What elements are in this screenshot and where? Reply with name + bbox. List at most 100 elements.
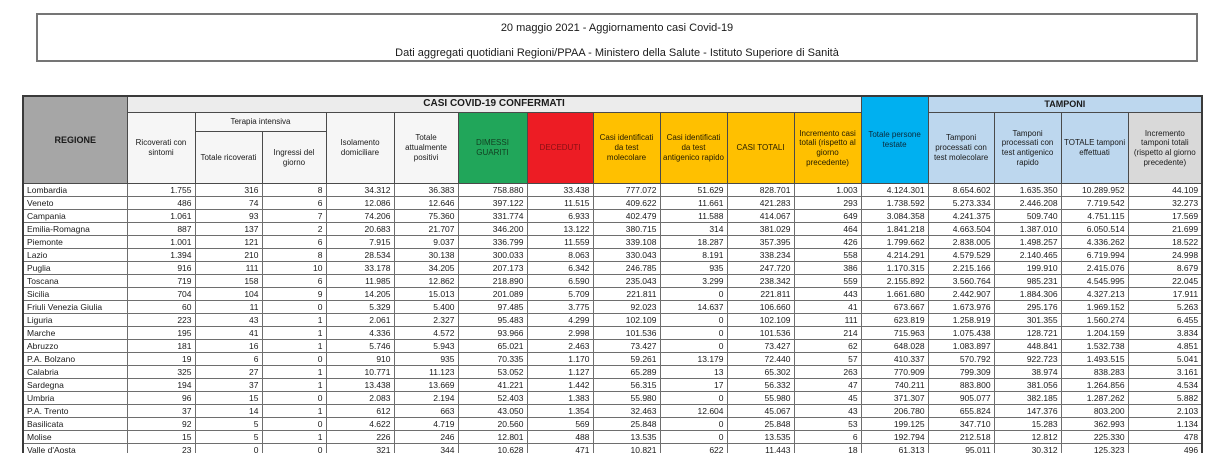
value-cell: 75.360 [393,209,459,223]
value-cell: 4.336.262 [1060,235,1129,249]
value-cell: 2.446.208 [993,196,1062,210]
value-cell: 2.083 [325,391,395,405]
value-cell: 448.841 [993,339,1062,353]
value-cell: 1.170 [526,352,594,366]
value-cell: 16 [194,339,263,353]
value-cell: 201.089 [457,287,528,301]
value-cell: 1.387.010 [993,222,1062,236]
table-row: Liguria 223 43 1 2.061 2.327 95.483 4.299 102.10… [22,313,1203,327]
value-cell: 92.023 [592,300,661,314]
value-cell: 93.966 [457,326,528,340]
value-cell: 199.910 [993,261,1062,275]
value-cell: 4.214.291 [860,248,929,262]
value-cell: 719 [126,274,196,288]
value-cell: 212.518 [927,430,995,444]
value-cell: 6 [261,274,327,288]
value-cell: 1.969.152 [1060,300,1129,314]
value-cell: 93 [194,209,263,223]
table-row: Lombardia 1.755 316 8 34.312 36.383 758.880 33.… [22,183,1203,197]
value-cell: 22.045 [1127,274,1203,288]
value-cell: 935 [659,261,728,275]
value-cell: 12.086 [325,196,395,210]
value-cell: 478 [1127,430,1203,444]
value-cell: 905.077 [927,391,995,405]
group-header-casi-confermati: CASI COVID-19 CONFERMATI [126,95,862,113]
value-cell: 1.673.976 [927,300,995,314]
table-row: Valle d'Aosta 23 0 0 321 344 10.628 471 10.821 62… [22,443,1203,453]
col-header-isolamento: Isolamento domiciliare [325,112,395,184]
value-cell: 1.061 [126,209,196,223]
value-cell: 65.289 [592,365,661,379]
table-row: Umbria 96 15 0 2.083 2.194 52.403 1.383 55.980 0 5… [22,391,1203,405]
value-cell: 1 [261,326,327,340]
value-cell: 443 [793,287,862,301]
region-name-cell: P.A. Bolzano [22,352,128,366]
table-row: Abruzzo 181 16 1 5.746 5.943 65.021 2.463 73.427… [22,339,1203,353]
table-row: Emilia-Romagna 887 137 2 20.683 21.707 346.200… [22,222,1203,236]
value-cell: 1.755 [126,183,196,197]
region-name-cell: Puglia [22,261,128,275]
value-cell: 95.011 [927,443,995,453]
value-cell: 3.560.764 [927,274,995,288]
value-cell: 414.067 [726,209,795,223]
value-cell: 2.838.005 [927,235,995,249]
value-cell: 56.332 [726,378,795,392]
value-cell: 37 [194,378,263,392]
value-cell: 10 [261,261,327,275]
col-header-tamponi-antigenico: Tamponi processati con test antigenico r… [993,112,1062,184]
value-cell: 5.329 [325,300,395,314]
value-cell: 37 [126,404,196,418]
value-cell: 4.545.995 [1060,274,1129,288]
value-cell: 922.723 [993,352,1062,366]
value-cell: 11.985 [325,274,395,288]
value-cell: 471 [526,443,594,453]
col-header-totale-ricoverati: Totale ricoverati [194,131,263,184]
value-cell: 509.740 [993,209,1062,223]
value-cell: 380.715 [592,222,661,236]
value-cell: 559 [793,274,862,288]
value-cell: 28.534 [325,248,395,262]
value-cell: 225.330 [1060,430,1129,444]
value-cell: 14.637 [659,300,728,314]
value-cell: 1.001 [126,235,196,249]
value-cell: 3.299 [659,274,728,288]
value-cell: 1.841.218 [860,222,929,236]
value-cell: 51.629 [659,183,728,197]
value-cell: 102.109 [592,313,661,327]
table-row: Calabria 325 27 1 10.771 11.123 53.052 1.127 65.… [22,365,1203,379]
value-cell: 2.327 [393,313,459,327]
value-cell: 221.811 [592,287,661,301]
region-name-cell: Lazio [22,248,128,262]
value-cell: 0 [261,391,327,405]
value-cell: 3.084.358 [860,209,929,223]
value-cell: 0 [659,391,728,405]
value-cell: 1.134 [1127,417,1203,431]
value-cell: 96 [126,391,196,405]
region-name-cell: Abruzzo [22,339,128,353]
value-cell: 0 [261,443,327,453]
value-cell: 11.443 [726,443,795,453]
value-cell: 45.067 [726,404,795,418]
value-cell: 214 [793,326,862,340]
value-cell: 95.483 [457,313,528,327]
value-cell: 0 [659,326,728,340]
value-cell: 4.336 [325,326,395,340]
value-cell: 5.273.334 [927,196,995,210]
value-cell: 0 [194,443,263,453]
value-cell: 4.241.375 [927,209,995,223]
value-cell: 32.273 [1127,196,1203,210]
table-body: Lombardia 1.755 316 8 34.312 36.383 758.880 33.… [22,183,1203,453]
value-cell: 13.535 [726,430,795,444]
col-header-incremento-casi: Incremento casi totali (rispetto al gior… [793,112,862,184]
value-cell: 25.848 [726,417,795,431]
value-cell: 5.400 [393,300,459,314]
value-cell: 194 [126,378,196,392]
value-cell: 0 [659,339,728,353]
value-cell: 1 [261,313,327,327]
value-cell: 4.719 [393,417,459,431]
value-cell: 27 [194,365,263,379]
region-name-cell: Toscana [22,274,128,288]
value-cell: 73.427 [726,339,795,353]
value-cell: 11.588 [659,209,728,223]
